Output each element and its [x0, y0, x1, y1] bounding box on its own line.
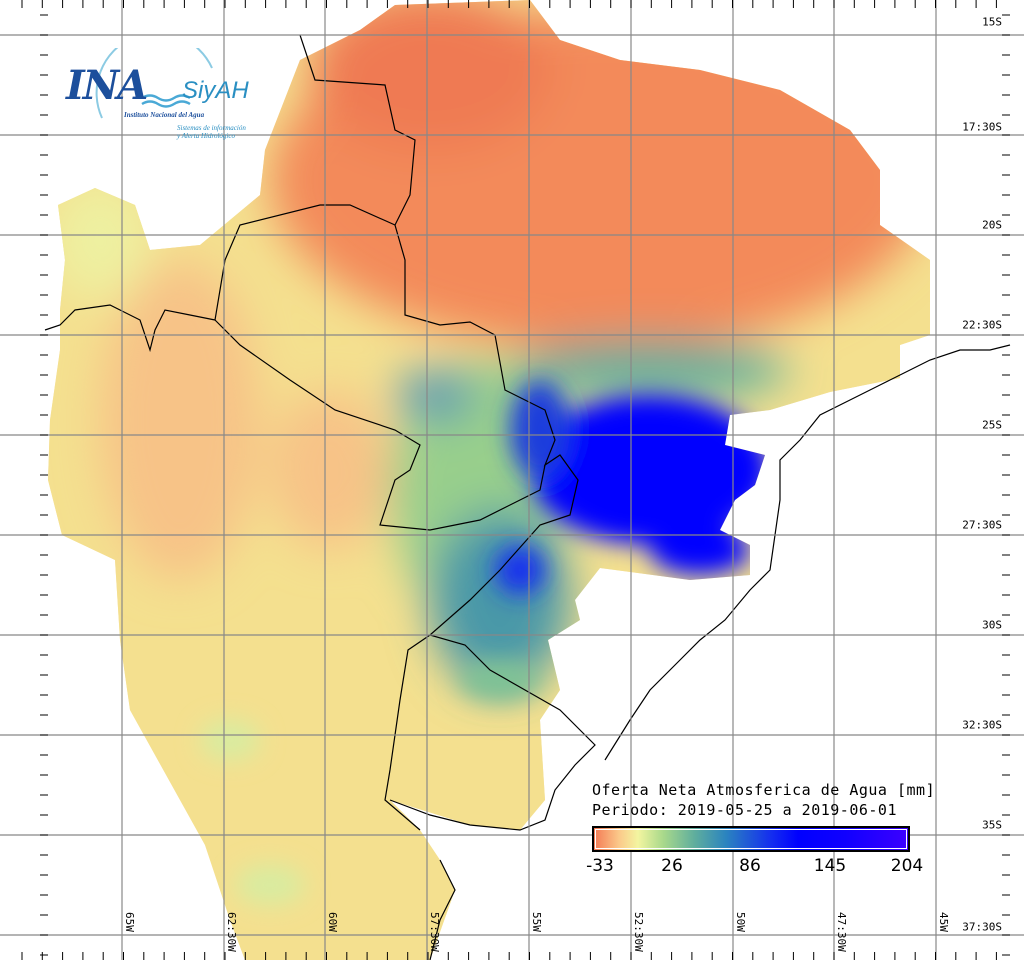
longitude-label: 57:30W — [428, 912, 441, 952]
legend-variable: Oferta Neta Atmosferica de Agua [mm] — [592, 781, 936, 799]
latitude-label: 30S — [982, 618, 1002, 632]
logo-system-line2: y Alerta Hidrológico — [177, 132, 235, 140]
longitude-label: 45W — [937, 912, 950, 932]
logo-institution: Instituto Nacional del Agua — [124, 111, 205, 119]
logo-ina-text: INA — [66, 62, 148, 109]
longitude-label: 50W — [734, 912, 747, 932]
latitude-label: 25S — [982, 418, 1002, 432]
colorbar-tick-label: 86 — [739, 856, 761, 876]
colorbar-tick-label: 204 — [890, 856, 924, 876]
logo-system: Sistemas de información y Alerta Hidroló… — [177, 124, 246, 140]
colorbar-tick-label: -33 — [586, 856, 614, 876]
longitude-label: 65W — [123, 912, 136, 932]
legend-title: Oferta Neta Atmosferica de Agua [mm] Per… — [592, 780, 935, 820]
latitude-label: 27:30S — [962, 518, 1002, 532]
longitude-label: 47:30W — [835, 912, 848, 952]
axis-ticks — [21, 0, 1010, 960]
latitude-label: 32:30S — [962, 718, 1002, 732]
latitude-label: 37:30S — [962, 920, 1002, 934]
latitude-label: 35S — [982, 818, 1002, 832]
latitude-label: 17:30S — [962, 120, 1002, 134]
logo-siyah-text: SiyAH — [182, 77, 249, 104]
longitude-label: 52:30W — [632, 912, 645, 952]
political-borders — [44, 34, 1011, 960]
logo-arc-icon — [95, 48, 213, 119]
colorbar — [592, 826, 910, 852]
colorbar-tick-label: 26 — [661, 856, 683, 876]
latitude-label: 22:30S — [962, 318, 1002, 332]
latitude-label: 20S — [982, 218, 1002, 232]
longitude-label: 62:30W — [225, 912, 238, 952]
logo-system-line1: Sistemas de información — [177, 124, 246, 132]
latitude-label: 15S — [982, 15, 1002, 29]
longitude-label: 55W — [530, 912, 543, 932]
colorbar-tick-label: 145 — [813, 856, 847, 876]
ina-siyah-logo: INA SiyAH Instituto Nacional del Agua Si… — [62, 48, 272, 144]
longitude-label: 60W — [326, 912, 339, 932]
legend-period: Periodo: 2019-05-25 a 2019-06-01 — [592, 801, 897, 819]
